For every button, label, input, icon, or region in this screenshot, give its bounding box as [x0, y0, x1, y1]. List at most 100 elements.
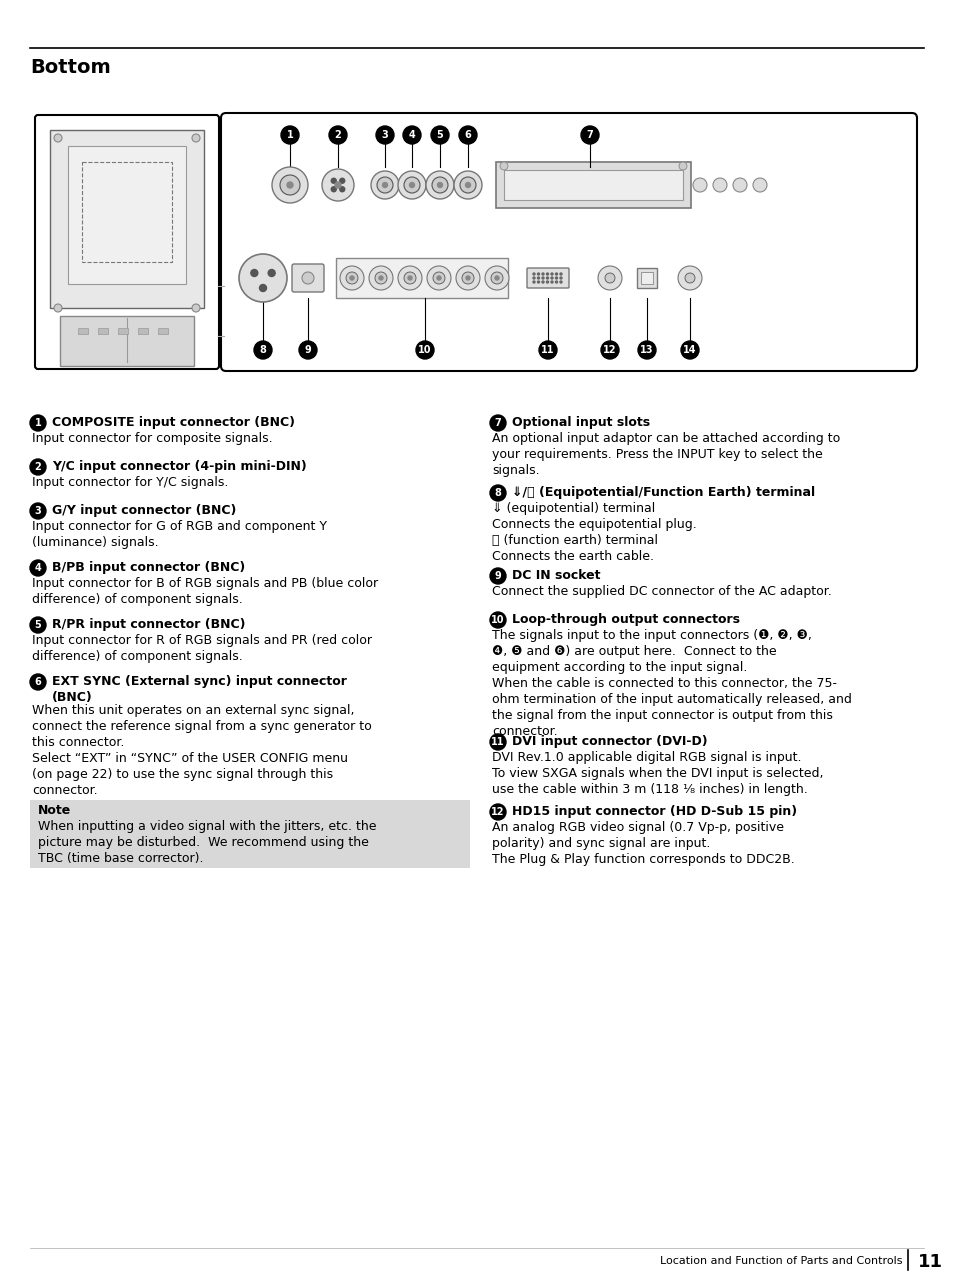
Text: Bottom: Bottom: [30, 59, 111, 76]
Circle shape: [684, 273, 695, 283]
Text: Input connector for Y/C signals.: Input connector for Y/C signals.: [32, 476, 228, 489]
Circle shape: [272, 167, 308, 203]
Text: Input connector for composite signals.: Input connector for composite signals.: [32, 432, 273, 445]
Circle shape: [30, 617, 46, 633]
Circle shape: [382, 182, 387, 187]
Circle shape: [403, 273, 416, 284]
Circle shape: [495, 276, 498, 280]
Circle shape: [454, 171, 481, 199]
Circle shape: [551, 276, 553, 279]
FancyBboxPatch shape: [637, 268, 657, 288]
Circle shape: [433, 273, 444, 284]
Circle shape: [409, 182, 414, 187]
Circle shape: [369, 266, 393, 290]
Text: When inputting a video signal with the jitters, etc. the
picture may be disturbe: When inputting a video signal with the j…: [38, 820, 376, 865]
Text: G/Y input connector (BNC): G/Y input connector (BNC): [52, 505, 236, 517]
Circle shape: [54, 134, 62, 141]
Text: 12: 12: [602, 345, 616, 355]
Text: Loop-through output connectors: Loop-through output connectors: [512, 613, 740, 626]
Text: 7: 7: [586, 130, 593, 140]
Circle shape: [268, 270, 274, 276]
Text: Location and Function of Parts and Controls: Location and Function of Parts and Contr…: [659, 1256, 902, 1266]
Circle shape: [437, 182, 442, 187]
Circle shape: [287, 182, 293, 189]
Text: COMPOSITE input connector (BNC): COMPOSITE input connector (BNC): [52, 417, 294, 429]
Circle shape: [551, 273, 553, 275]
Text: 2: 2: [335, 130, 341, 140]
Bar: [82, 162, 172, 262]
Text: 12: 12: [491, 806, 504, 817]
Text: HD15 input connector (HD D-Sub 15 pin): HD15 input connector (HD D-Sub 15 pin): [512, 805, 797, 818]
Circle shape: [426, 171, 454, 199]
Text: Input connector for R of RGB signals and PR (red color
difference) of component : Input connector for R of RGB signals and…: [32, 634, 372, 662]
Text: 9: 9: [494, 571, 501, 581]
Bar: [68, 147, 186, 284]
Text: Input connector for G of RGB and component Y
(luminance) signals.: Input connector for G of RGB and compone…: [32, 520, 327, 549]
Text: 6: 6: [34, 676, 41, 687]
Circle shape: [192, 304, 200, 312]
Circle shape: [378, 276, 382, 280]
Bar: [50, 130, 204, 308]
Bar: [496, 162, 690, 208]
Circle shape: [298, 341, 316, 359]
Circle shape: [546, 273, 548, 275]
Circle shape: [339, 187, 344, 192]
Bar: [98, 327, 108, 334]
Circle shape: [30, 459, 46, 475]
Circle shape: [678, 266, 701, 290]
Circle shape: [192, 134, 200, 141]
Circle shape: [490, 415, 505, 431]
Circle shape: [397, 171, 426, 199]
Circle shape: [541, 276, 543, 279]
Circle shape: [459, 177, 476, 192]
Circle shape: [397, 266, 421, 290]
Text: 5: 5: [436, 130, 443, 140]
Text: Input connector for B of RGB signals and PB (blue color
difference) of component: Input connector for B of RGB signals and…: [32, 577, 377, 606]
Circle shape: [375, 273, 387, 284]
Circle shape: [638, 341, 656, 359]
Text: 3: 3: [381, 130, 388, 140]
Text: 8: 8: [259, 345, 266, 355]
Circle shape: [431, 126, 449, 144]
Circle shape: [30, 674, 46, 691]
Text: 2: 2: [34, 462, 41, 471]
Circle shape: [559, 282, 561, 283]
Text: 3: 3: [34, 506, 41, 516]
Circle shape: [537, 273, 539, 275]
Circle shape: [598, 266, 621, 290]
Text: 11: 11: [540, 345, 554, 355]
FancyBboxPatch shape: [526, 268, 568, 288]
Text: Connect the supplied DC connector of the AC adaptor.: Connect the supplied DC connector of the…: [492, 585, 831, 598]
Bar: [503, 169, 682, 200]
Text: DC IN socket: DC IN socket: [512, 569, 599, 582]
Circle shape: [732, 178, 746, 192]
Circle shape: [331, 178, 335, 183]
FancyBboxPatch shape: [35, 115, 219, 369]
Text: 13: 13: [639, 345, 653, 355]
Bar: [60, 316, 193, 366]
FancyBboxPatch shape: [221, 113, 916, 371]
Text: 4: 4: [34, 563, 41, 573]
Text: 11: 11: [491, 736, 504, 747]
Text: 10: 10: [491, 615, 504, 626]
Circle shape: [533, 273, 535, 275]
Bar: [640, 273, 652, 284]
Circle shape: [416, 341, 434, 359]
Circle shape: [555, 276, 557, 279]
Circle shape: [371, 171, 398, 199]
Bar: [118, 327, 128, 334]
Text: B/PB input connector (BNC): B/PB input connector (BNC): [52, 561, 245, 575]
Circle shape: [329, 126, 347, 144]
Circle shape: [376, 177, 393, 192]
Circle shape: [331, 187, 335, 192]
Text: Y/C input connector (4-pin mini-DIN): Y/C input connector (4-pin mini-DIN): [52, 460, 307, 473]
Bar: [138, 327, 148, 334]
Circle shape: [499, 162, 507, 169]
Text: 6: 6: [464, 130, 471, 140]
Circle shape: [465, 276, 470, 280]
Text: An optional input adaptor can be attached according to
your requirements. Press : An optional input adaptor can be attache…: [492, 432, 840, 476]
Circle shape: [559, 276, 561, 279]
Circle shape: [533, 282, 535, 283]
Circle shape: [533, 276, 535, 279]
Text: EXT SYNC (External sync) input connector
(BNC): EXT SYNC (External sync) input connector…: [52, 675, 347, 705]
